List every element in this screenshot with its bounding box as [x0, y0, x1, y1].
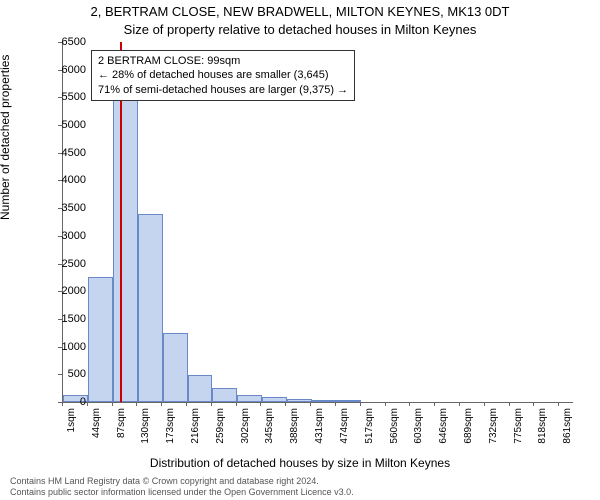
x-tick-mark — [260, 402, 261, 406]
annotation-line1: 2 BERTRAM CLOSE: 99sqm — [98, 54, 348, 68]
x-tick-mark — [136, 402, 137, 406]
histogram-bar — [237, 395, 262, 402]
y-tick-label: 500 — [68, 368, 86, 380]
y-tick-mark — [58, 264, 62, 265]
y-tick-label: 1000 — [62, 341, 86, 353]
y-tick-label: 5500 — [62, 91, 86, 103]
x-tick-mark — [509, 402, 510, 406]
y-tick-mark — [58, 42, 62, 43]
x-tick-mark — [236, 402, 237, 406]
y-tick-mark — [58, 291, 62, 292]
x-tick-mark — [409, 402, 410, 406]
annotation-box: 2 BERTRAM CLOSE: 99sqm ← 28% of detached… — [91, 50, 355, 101]
x-tick-mark — [434, 402, 435, 406]
x-tick-mark — [459, 402, 460, 406]
x-tick-mark — [62, 402, 63, 406]
x-tick-label: 44sqm — [91, 408, 102, 438]
x-tick-mark — [533, 402, 534, 406]
y-tick-label: 2500 — [62, 258, 86, 270]
x-tick-mark — [360, 402, 361, 406]
x-tick-mark — [385, 402, 386, 406]
y-tick-mark — [58, 125, 62, 126]
y-tick-mark — [58, 97, 62, 98]
y-tick-label: 6500 — [62, 36, 86, 48]
histogram-bar — [113, 97, 138, 402]
y-tick-label: 5000 — [62, 119, 86, 131]
x-tick-mark — [285, 402, 286, 406]
x-tick-mark — [310, 402, 311, 406]
x-tick-label: 861sqm — [562, 408, 573, 444]
footer-line2: Contains public sector information licen… — [10, 487, 354, 497]
histogram-bar — [287, 399, 312, 402]
histogram-bar — [163, 333, 188, 402]
x-tick-label: 130sqm — [140, 408, 151, 444]
y-tick-label: 6000 — [62, 64, 86, 76]
y-tick-mark — [58, 180, 62, 181]
y-tick-mark — [58, 70, 62, 71]
y-tick-label: 1500 — [62, 313, 86, 325]
x-tick-mark — [558, 402, 559, 406]
histogram-bar — [212, 388, 237, 402]
chart-title-line1: 2, BERTRAM CLOSE, NEW BRADWELL, MILTON K… — [0, 4, 600, 19]
y-tick-label: 3500 — [62, 202, 86, 214]
chart-title-line2: Size of property relative to detached ho… — [0, 22, 600, 37]
x-tick-label: 431sqm — [314, 408, 325, 444]
x-tick-label: 259sqm — [215, 408, 226, 444]
x-tick-label: 775sqm — [513, 408, 524, 444]
histogram-bar — [262, 397, 287, 402]
x-tick-label: 216sqm — [190, 408, 201, 444]
y-tick-mark — [58, 347, 62, 348]
x-tick-label: 560sqm — [389, 408, 400, 444]
x-tick-label: 87sqm — [116, 408, 127, 438]
x-tick-label: 1sqm — [66, 408, 77, 432]
histogram-bar — [312, 400, 337, 402]
y-tick-mark — [58, 319, 62, 320]
x-tick-label: 818sqm — [537, 408, 548, 444]
y-tick-label: 0 — [80, 396, 86, 408]
histogram-bar — [138, 214, 163, 402]
y-tick-mark — [58, 374, 62, 375]
annotation-line3: 71% of semi-detached houses are larger (… — [98, 83, 348, 97]
x-tick-label: 388sqm — [289, 408, 300, 444]
x-tick-label: 689sqm — [463, 408, 474, 444]
x-tick-mark — [161, 402, 162, 406]
x-tick-label: 646sqm — [438, 408, 449, 444]
y-tick-label: 2000 — [62, 285, 86, 297]
histogram-bar — [88, 277, 113, 402]
x-tick-mark — [112, 402, 113, 406]
x-tick-label: 474sqm — [339, 408, 350, 444]
x-tick-label: 173sqm — [165, 408, 176, 444]
x-tick-label: 345sqm — [264, 408, 275, 444]
y-tick-mark — [58, 153, 62, 154]
chart-container: 2, BERTRAM CLOSE, NEW BRADWELL, MILTON K… — [0, 0, 600, 500]
annotation-line2: ← 28% of detached houses are smaller (3,… — [98, 68, 348, 82]
y-tick-mark — [58, 236, 62, 237]
x-tick-mark — [186, 402, 187, 406]
y-tick-label: 3000 — [62, 230, 86, 242]
y-tick-label: 4500 — [62, 147, 86, 159]
x-tick-mark — [211, 402, 212, 406]
x-tick-label: 517sqm — [364, 408, 375, 444]
x-tick-label: 603sqm — [413, 408, 424, 444]
y-tick-label: 4000 — [62, 174, 86, 186]
x-tick-label: 302sqm — [240, 408, 251, 444]
x-tick-mark — [335, 402, 336, 406]
y-tick-mark — [58, 208, 62, 209]
x-axis-label: Distribution of detached houses by size … — [0, 456, 600, 470]
y-axis-label: Number of detached properties — [0, 55, 12, 220]
plot-area: 2 BERTRAM CLOSE: 99sqm ← 28% of detached… — [62, 42, 573, 403]
histogram-bar — [188, 375, 213, 402]
x-tick-mark — [87, 402, 88, 406]
x-tick-label: 732sqm — [488, 408, 499, 444]
footer-line1: Contains HM Land Registry data © Crown c… — [10, 476, 319, 486]
histogram-bar — [336, 400, 361, 402]
x-tick-mark — [484, 402, 485, 406]
